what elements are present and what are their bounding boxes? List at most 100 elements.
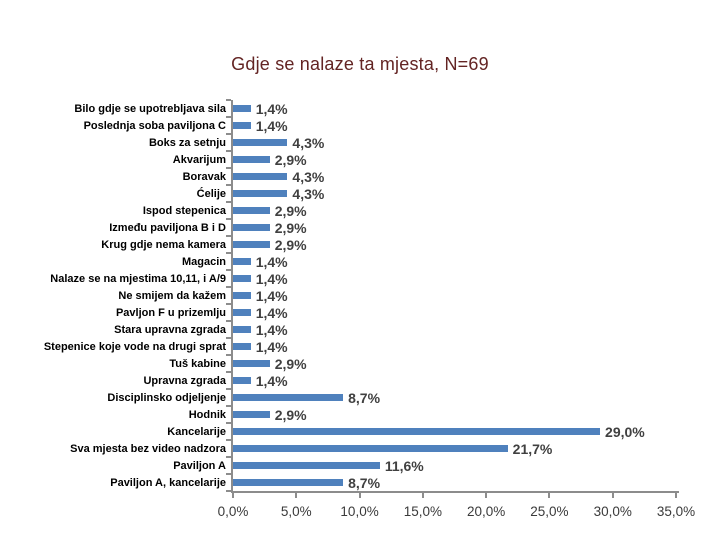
category-label: Upravna zgrada <box>143 374 226 387</box>
value-label: 2,9% <box>274 406 307 423</box>
category-label: Boks za setnju <box>148 136 226 149</box>
bar <box>233 377 251 384</box>
category-label: Sva mjesta bez video nadzora <box>70 442 226 455</box>
y-axis-tick <box>226 116 231 118</box>
category-label: Bilo gdje se upotrebljava sila <box>74 102 226 115</box>
y-axis-tick <box>226 439 231 441</box>
category-label: Disciplinsko odjeljenje <box>107 391 226 404</box>
category-label: Hodnik <box>188 408 226 421</box>
bar <box>233 394 344 401</box>
value-label: 11,6% <box>384 457 424 474</box>
y-axis-tick <box>226 337 231 339</box>
x-axis-label: 5,0% <box>280 504 312 519</box>
value-label: 4,3% <box>292 168 325 185</box>
y-axis-tick <box>226 405 231 407</box>
value-label: 2,9% <box>274 355 307 372</box>
x-axis-label: 25,0% <box>530 504 569 519</box>
bar <box>233 207 270 214</box>
y-axis-tick <box>226 456 231 458</box>
bar <box>233 122 251 129</box>
x-axis-tick <box>358 493 361 498</box>
x-axis-label: 35,0% <box>656 504 696 519</box>
bar <box>233 156 270 163</box>
x-axis-label: 20,0% <box>467 504 506 519</box>
chart-title: Gdje se nalaze ta mjesta, N=69 <box>231 54 489 74</box>
category-label: Stepenice koje vode na drugi sprat <box>43 340 226 353</box>
value-label: 1,4% <box>255 321 288 338</box>
category-label: Tuš kabine <box>169 357 226 370</box>
y-axis-tick <box>226 473 231 475</box>
bar <box>233 292 251 299</box>
x-axis-tick <box>548 493 551 498</box>
x-axis-tick <box>675 493 677 498</box>
category-label: Paviljon A <box>173 459 226 472</box>
y-axis-tick <box>226 286 231 288</box>
category-label: Paviljon A, kancelarije <box>110 476 226 489</box>
x-axis-tick <box>295 493 298 498</box>
bar <box>233 241 270 248</box>
category-label: Poslednja soba paviljona C <box>83 119 226 132</box>
y-axis-tick <box>226 422 231 424</box>
value-label: 1,4% <box>255 117 288 134</box>
value-label: 1,4% <box>255 287 288 304</box>
category-label: Boravak <box>182 170 226 183</box>
y-axis-tick <box>226 354 231 356</box>
x-axis-label: 15,0% <box>403 504 442 519</box>
bar <box>233 411 270 418</box>
bar <box>233 326 251 333</box>
bar <box>233 445 508 452</box>
bar <box>233 360 270 367</box>
y-axis-tick <box>226 167 231 169</box>
value-label: 1,4% <box>255 338 288 355</box>
value-label: 2,9% <box>274 219 307 236</box>
y-axis-tick <box>226 133 231 135</box>
value-label: 1,4% <box>255 372 288 389</box>
value-label: 1,4% <box>255 304 288 321</box>
bar <box>233 190 288 197</box>
x-axis-label: 0,0% <box>217 504 249 519</box>
bar <box>233 309 251 316</box>
bar <box>233 258 251 265</box>
value-label: 21,7% <box>512 440 553 457</box>
y-axis-tick <box>226 490 231 492</box>
y-axis-tick <box>226 371 231 373</box>
y-axis-tick <box>226 201 231 203</box>
y-axis-tick <box>226 184 231 186</box>
category-label: Ne smijem da kažem <box>118 289 226 302</box>
x-axis-tick <box>611 493 614 498</box>
value-label: 2,9% <box>274 202 307 219</box>
bar <box>233 428 601 435</box>
bar <box>233 462 380 469</box>
category-label: Između paviljona B i D <box>109 221 226 234</box>
y-axis-line <box>231 100 233 493</box>
y-axis-tick <box>226 235 231 237</box>
bar <box>233 343 251 350</box>
category-label: Ćelije <box>196 187 226 200</box>
bar <box>233 479 344 486</box>
y-axis-tick <box>226 252 231 254</box>
value-label: 1,4% <box>255 100 288 117</box>
bar <box>233 173 288 180</box>
category-label: Akvarijum <box>172 153 226 166</box>
y-axis-tick <box>226 150 231 152</box>
bar <box>233 139 288 146</box>
category-label: Nalaze se na mjestima 10,11, i A/9 <box>50 272 226 285</box>
category-label: Pavljon F u prizemlju <box>115 306 226 319</box>
category-label: Kancelarije <box>167 425 226 438</box>
value-label: 4,3% <box>292 185 325 202</box>
bar <box>233 105 251 112</box>
value-label: 8,7% <box>348 389 381 406</box>
category-label: Stara upravna zgrada <box>114 323 226 336</box>
value-label: 2,9% <box>274 151 307 168</box>
value-label: 8,7% <box>348 474 381 491</box>
y-axis-tick <box>226 99 231 101</box>
y-axis-tick <box>226 303 231 305</box>
y-axis-tick <box>226 269 231 271</box>
bar <box>233 275 251 282</box>
x-axis-tick <box>485 493 488 498</box>
x-axis-line <box>231 491 679 493</box>
y-axis-tick <box>226 320 231 322</box>
value-label: 1,4% <box>255 253 288 270</box>
bar <box>233 224 270 231</box>
